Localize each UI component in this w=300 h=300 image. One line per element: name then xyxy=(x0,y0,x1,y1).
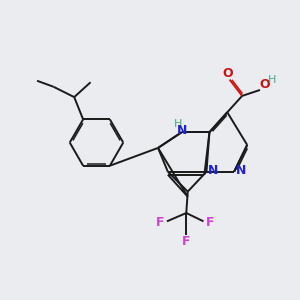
Text: O: O xyxy=(259,77,270,91)
Text: N: N xyxy=(208,164,218,177)
Text: F: F xyxy=(206,216,214,229)
Text: H: H xyxy=(174,119,182,129)
Text: F: F xyxy=(182,235,190,248)
Text: N: N xyxy=(236,164,246,177)
Text: O: O xyxy=(223,67,233,80)
Text: N: N xyxy=(177,124,187,137)
Text: H: H xyxy=(268,75,277,85)
Text: F: F xyxy=(156,216,165,229)
